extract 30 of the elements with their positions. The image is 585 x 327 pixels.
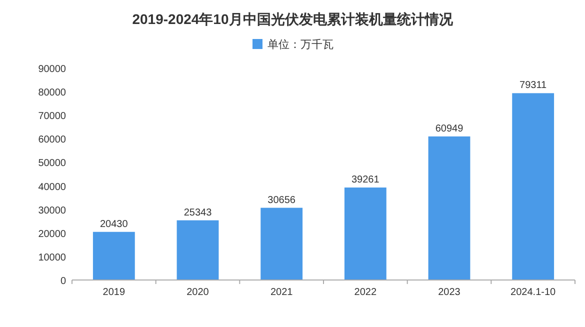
bar [176,220,219,280]
data-label: 30656 [268,194,296,206]
x-tick-label: 2019 [102,287,126,298]
y-tick-label: 10000 [38,252,66,264]
y-tick-label: 50000 [38,158,66,170]
x-tick-label: 2020 [186,287,210,298]
data-label: 60949 [435,123,464,134]
data-label: 20430 [100,218,128,230]
y-tick-label: 40000 [38,182,66,193]
y-tick-label: 20000 [38,228,66,240]
x-tick-label: 2023 [438,287,461,298]
bar [344,188,386,280]
x-tick-label: 2022 [354,287,377,298]
y-tick-label: 90000 [38,64,66,75]
y-tick-label: 70000 [38,111,66,122]
y-tick-label: 80000 [38,88,66,99]
bar [512,93,554,280]
bar [92,232,135,280]
y-tick-label: 30000 [38,205,66,216]
data-label: 39261 [352,174,380,186]
bar [260,208,303,280]
chart-title: 2019-2024年10月中国光伏发电累计装机量统计情况 [132,11,454,27]
data-label: 25343 [184,207,212,218]
x-tick-label: 2021 [270,287,294,298]
y-tick-label: 0 [60,276,66,287]
legend-label: 单位：万千瓦 [268,38,334,51]
bar [428,136,470,280]
data-label: 79311 [520,80,548,92]
y-tick-label: 60000 [38,134,66,146]
x-tick-label: 2024.1-10 [510,287,556,298]
